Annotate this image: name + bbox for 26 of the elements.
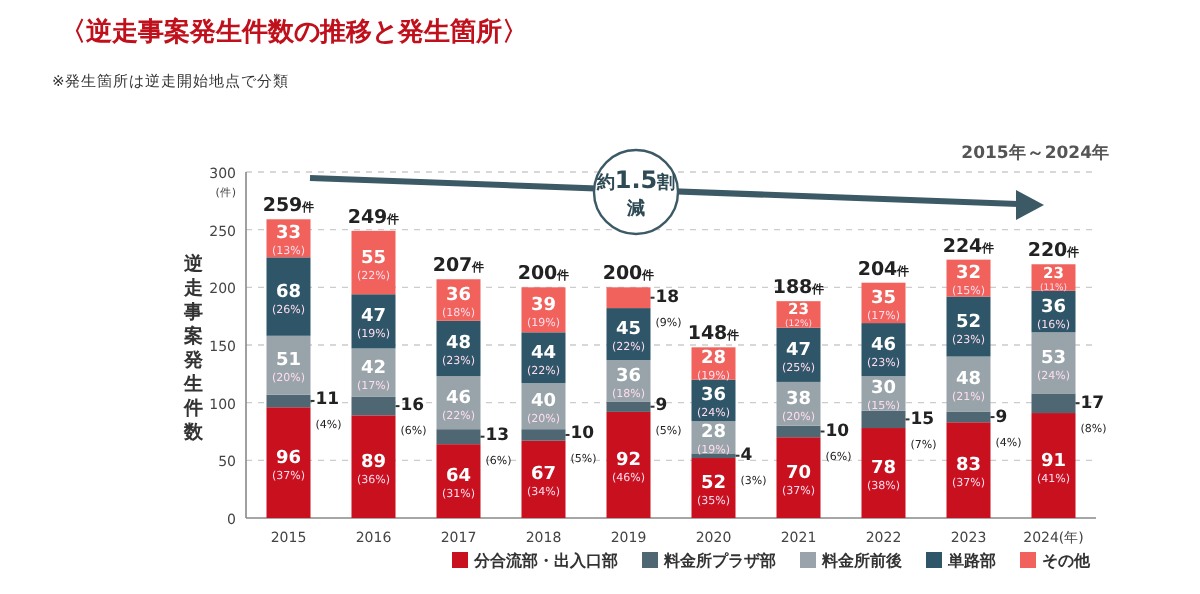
legend-label: その他 bbox=[1042, 552, 1092, 570]
bar bbox=[521, 429, 566, 441]
bar bbox=[351, 415, 396, 518]
bar bbox=[266, 394, 311, 408]
legend-label: 分合流部・出入口部 bbox=[472, 550, 618, 570]
bar bbox=[946, 422, 991, 518]
bar bbox=[776, 425, 821, 438]
bar bbox=[266, 407, 311, 518]
bar bbox=[606, 411, 651, 518]
legend-label: 料金所前後 bbox=[820, 552, 904, 570]
bar bbox=[606, 401, 651, 412]
legend-label: 単路部 bbox=[946, 552, 996, 570]
bar bbox=[861, 428, 906, 518]
bar bbox=[776, 437, 821, 518]
bar bbox=[1031, 413, 1076, 518]
legend-label: 料金所プラザ部 bbox=[662, 552, 776, 570]
bar bbox=[606, 287, 651, 309]
text: 2015年～2024年 bbox=[961, 142, 1110, 164]
chart-title: 〈逆走事案発生件数の推移と発生箇所〉 bbox=[60, 16, 528, 48]
annotation: 約1.5割減 bbox=[594, 166, 676, 220]
bar bbox=[861, 410, 906, 429]
bar bbox=[946, 411, 991, 423]
bar bbox=[351, 396, 396, 416]
bar bbox=[436, 429, 481, 445]
bar bbox=[1031, 393, 1076, 414]
y-axis-title: 逆走事案発生件数 bbox=[182, 252, 206, 444]
